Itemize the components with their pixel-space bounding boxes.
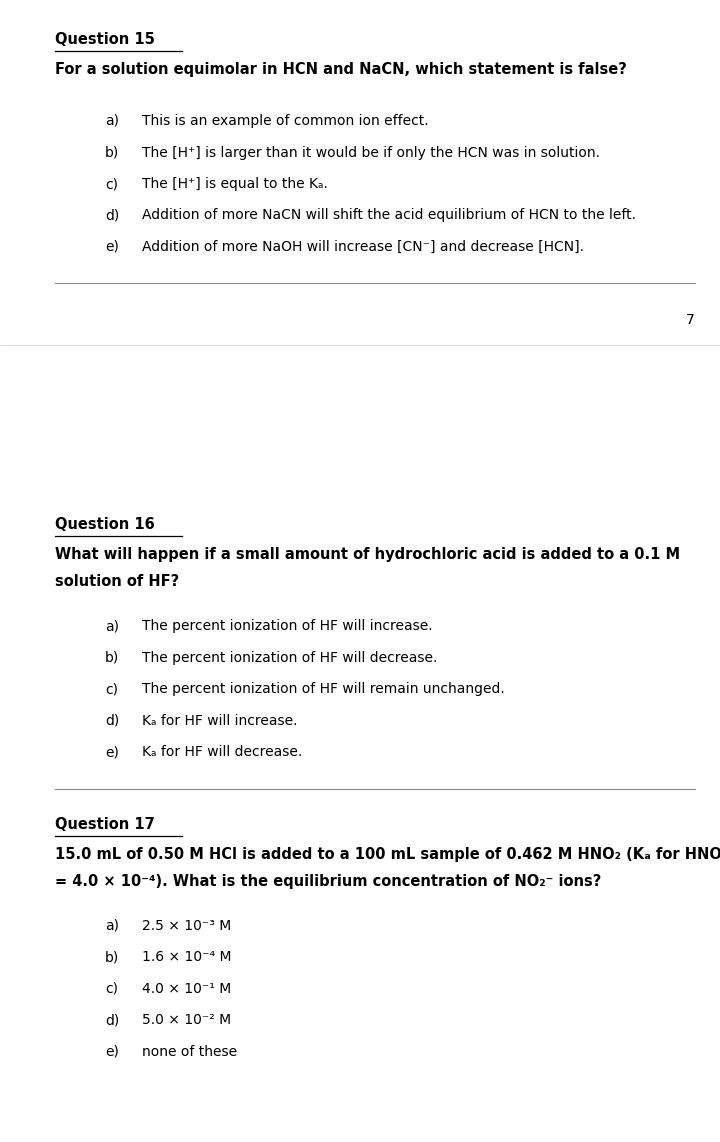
Text: Question 16: Question 16 — [55, 517, 155, 532]
Text: Kₐ for HF will decrease.: Kₐ for HF will decrease. — [142, 746, 302, 759]
Text: a): a) — [105, 114, 119, 128]
Text: The [H⁺] is equal to the Kₐ.: The [H⁺] is equal to the Kₐ. — [142, 177, 328, 191]
Text: The [H⁺] is larger than it would be if only the HCN was in solution.: The [H⁺] is larger than it would be if o… — [142, 145, 600, 160]
Text: c): c) — [105, 177, 118, 191]
Text: b): b) — [105, 651, 120, 665]
Text: For a solution equimolar in HCN and NaCN, which statement is false?: For a solution equimolar in HCN and NaCN… — [55, 62, 627, 77]
Text: e): e) — [105, 746, 119, 759]
Text: a): a) — [105, 919, 119, 933]
Text: Kₐ for HF will increase.: Kₐ for HF will increase. — [142, 714, 297, 727]
Text: This is an example of common ion effect.: This is an example of common ion effect. — [142, 114, 428, 128]
Text: 7: 7 — [686, 314, 695, 328]
Text: d): d) — [105, 209, 120, 223]
Text: 2.5 × 10⁻³ M: 2.5 × 10⁻³ M — [142, 919, 231, 933]
Text: c): c) — [105, 683, 118, 697]
Text: Addition of more NaCN will shift the acid equilibrium of HCN to the left.: Addition of more NaCN will shift the aci… — [142, 209, 636, 223]
Text: e): e) — [105, 240, 119, 254]
Text: solution of HF?: solution of HF? — [55, 574, 179, 589]
Text: b): b) — [105, 950, 120, 965]
Text: d): d) — [105, 1013, 120, 1028]
Text: = 4.0 × 10⁻⁴). What is the equilibrium concentration of NO₂⁻ ions?: = 4.0 × 10⁻⁴). What is the equilibrium c… — [55, 874, 601, 888]
Text: e): e) — [105, 1045, 119, 1059]
Text: c): c) — [105, 982, 118, 996]
Text: The percent ionization of HF will increase.: The percent ionization of HF will increa… — [142, 619, 433, 634]
Text: 4.0 × 10⁻¹ M: 4.0 × 10⁻¹ M — [142, 982, 231, 996]
Text: d): d) — [105, 714, 120, 727]
Text: Question 17: Question 17 — [55, 817, 155, 833]
Text: 15.0 mL of 0.50 M HCl is added to a 100 mL sample of 0.462 M HNO₂ (Kₐ for HNO₂: 15.0 mL of 0.50 M HCl is added to a 100 … — [55, 847, 720, 862]
Text: Addition of more NaOH will increase [CN⁻] and decrease [HCN].: Addition of more NaOH will increase [CN⁻… — [142, 240, 584, 254]
Text: The percent ionization of HF will decrease.: The percent ionization of HF will decrea… — [142, 651, 437, 665]
Text: 1.6 × 10⁻⁴ M: 1.6 × 10⁻⁴ M — [142, 950, 232, 965]
Text: Question 15: Question 15 — [55, 32, 155, 47]
Text: a): a) — [105, 619, 119, 634]
Text: none of these: none of these — [142, 1045, 237, 1059]
Text: The percent ionization of HF will remain unchanged.: The percent ionization of HF will remain… — [142, 683, 505, 697]
Text: b): b) — [105, 145, 120, 160]
Text: 5.0 × 10⁻² M: 5.0 × 10⁻² M — [142, 1013, 231, 1028]
Text: What will happen if a small amount of hydrochloric acid is added to a 0.1 M: What will happen if a small amount of hy… — [55, 547, 680, 563]
